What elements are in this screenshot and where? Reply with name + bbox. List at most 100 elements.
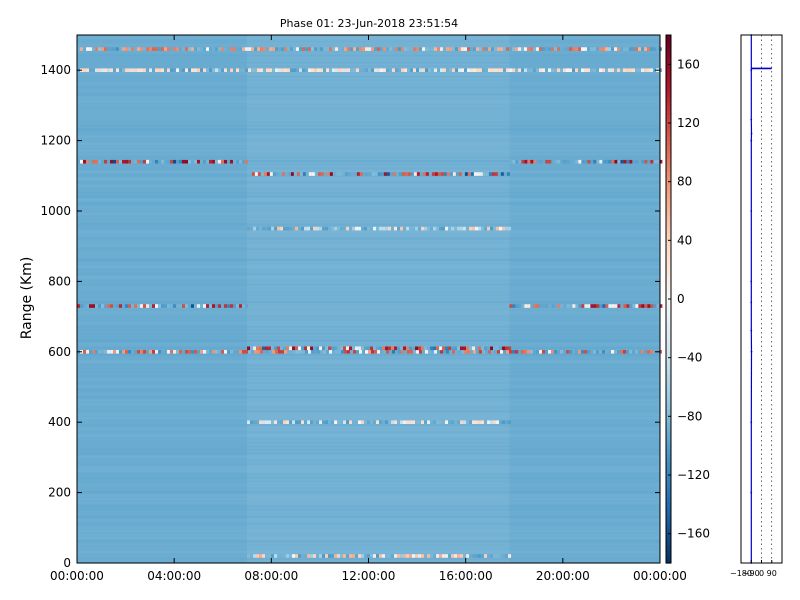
heatmap-cell: [323, 68, 326, 72]
heatmap-cell: [224, 68, 227, 72]
profile-point: [750, 280, 753, 283]
profile-x-tick-label: −180: [730, 569, 752, 578]
heatmap-cell: [620, 159, 624, 164]
heatmap-cell: [119, 68, 122, 72]
heatmap-cell: [430, 226, 434, 231]
heatmap-streak: [77, 427, 660, 430]
heatmap-cell: [461, 68, 464, 72]
heatmap-cell: [313, 226, 317, 231]
heatmap-cell: [445, 420, 449, 424]
heatmap-cell: [377, 172, 381, 176]
heatmap-cell: [605, 304, 609, 308]
heatmap-cell: [533, 350, 536, 354]
heatmap-cell: [355, 226, 359, 231]
heatmap-cell: [485, 350, 488, 354]
heatmap-cell: [500, 172, 504, 176]
heatmap-cell: [218, 304, 221, 308]
heatmap-cell: [506, 47, 509, 51]
heatmap-streak: [77, 269, 660, 272]
heatmap-cell: [239, 68, 242, 72]
heatmap-streak: [77, 307, 660, 311]
heatmap-cell: [626, 68, 629, 72]
heatmap-cell: [104, 350, 107, 354]
heatmap-cell: [419, 47, 422, 51]
heatmap-cell: [325, 420, 329, 424]
heatmap-cell: [395, 68, 398, 72]
heatmap-streak: [77, 529, 660, 533]
heatmap-cell: [146, 304, 149, 308]
heatmap-cell: [155, 159, 158, 164]
heatmap-cell: [268, 346, 272, 351]
heatmap-cell: [173, 304, 176, 308]
heatmap-cell: [581, 304, 585, 308]
heatmap-cell: [530, 350, 533, 354]
colorbar-segment: [666, 131, 671, 137]
heatmap-cell: [307, 226, 311, 231]
heatmap-streak: [77, 79, 660, 82]
heatmap-cell: [506, 68, 509, 72]
heatmap-streak: [77, 409, 660, 413]
heatmap-cell: [359, 172, 363, 176]
heatmap-streak: [77, 501, 660, 504]
heatmap-cell: [275, 172, 279, 176]
heatmap-cell: [107, 47, 110, 51]
heatmap-cell: [536, 159, 540, 164]
heatmap-cell: [503, 47, 506, 51]
heatmap-cell: [500, 68, 503, 72]
x-tick-label: 08:00:00: [244, 569, 298, 583]
heatmap-cell: [110, 350, 113, 354]
heatmap-cell: [377, 350, 380, 354]
heatmap-cell: [200, 159, 203, 164]
heatmap-cell: [563, 304, 567, 308]
heatmap-cell: [431, 350, 434, 354]
heatmap-cell: [281, 172, 285, 176]
colorbar-segment: [666, 136, 671, 142]
heatmap-cell: [557, 68, 560, 72]
heatmap-streak: [77, 219, 660, 223]
heatmap-cell: [206, 47, 209, 51]
heatmap-streak: [77, 318, 660, 321]
heatmap-cell: [374, 47, 377, 51]
heatmap-cell: [277, 554, 281, 558]
heatmap-cell: [104, 159, 107, 164]
heatmap-cell: [328, 554, 332, 558]
heatmap-cell: [398, 47, 401, 51]
heatmap-cell: [364, 554, 368, 558]
heatmap-cell: [155, 47, 158, 51]
heatmap-cell: [542, 159, 546, 164]
heatmap-cell: [155, 350, 158, 354]
heatmap-cell: [338, 47, 341, 51]
heatmap-cell: [359, 47, 362, 51]
heatmap-cell: [137, 47, 140, 51]
heatmap-cell: [170, 304, 173, 308]
heatmap-cell: [425, 350, 428, 354]
heatmap-streak: [77, 378, 660, 381]
heatmap-cell: [338, 68, 341, 72]
heatmap-cell: [245, 304, 248, 308]
colorbar-segment: [666, 470, 671, 476]
colorbar-segment: [666, 158, 671, 164]
heatmap-cell: [578, 68, 581, 72]
heatmap-cell: [344, 350, 347, 354]
heatmap-cell: [638, 47, 641, 51]
heatmap-cell: [329, 68, 332, 72]
heatmap-cell: [515, 159, 519, 164]
heatmap-cell: [134, 159, 137, 164]
colorbar-segment: [666, 294, 671, 300]
heatmap-cell: [134, 47, 137, 51]
heatmap-cell: [293, 350, 296, 354]
colorbar-segment: [666, 87, 671, 93]
colorbar-segment: [666, 83, 671, 89]
heatmap-cell: [104, 304, 107, 308]
heatmap-cell: [641, 350, 644, 354]
heatmap-cell: [418, 226, 422, 231]
heatmap-cell: [280, 226, 284, 231]
heatmap-cell: [137, 159, 140, 164]
heatmap-cell: [505, 226, 509, 231]
heatmap-streak: [77, 353, 660, 357]
heatmap-cell: [455, 68, 458, 72]
heatmap-cell: [326, 68, 329, 72]
heatmap-cell: [560, 350, 563, 354]
heatmap-cell: [590, 350, 593, 354]
heatmap-cell: [614, 159, 618, 164]
